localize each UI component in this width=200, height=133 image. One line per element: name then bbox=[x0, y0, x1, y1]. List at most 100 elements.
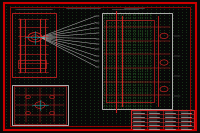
Point bbox=[48, 105, 52, 107]
Point bbox=[154, 125, 157, 127]
Point bbox=[79, 43, 82, 45]
Point bbox=[172, 8, 175, 10]
Point bbox=[48, 8, 52, 10]
Point bbox=[122, 13, 125, 15]
Point bbox=[110, 17, 113, 19]
Point bbox=[146, 25, 149, 27]
Point bbox=[92, 40, 96, 42]
Point bbox=[106, 43, 109, 45]
Point bbox=[146, 95, 149, 98]
Point bbox=[154, 49, 157, 51]
Point bbox=[66, 102, 69, 104]
Point bbox=[148, 28, 151, 31]
Point bbox=[136, 68, 139, 70]
Point bbox=[141, 107, 144, 110]
Point bbox=[35, 96, 38, 98]
Point bbox=[9, 58, 12, 60]
Point bbox=[123, 37, 126, 39]
Point bbox=[132, 17, 135, 19]
Point bbox=[132, 66, 135, 69]
Point bbox=[119, 54, 122, 56]
Point bbox=[194, 14, 197, 16]
Point bbox=[176, 113, 179, 115]
Point bbox=[107, 14, 110, 16]
Point bbox=[122, 24, 125, 26]
Point bbox=[22, 28, 25, 31]
Point bbox=[117, 94, 120, 96]
Point bbox=[138, 56, 142, 58]
Point bbox=[57, 2, 60, 4]
Point bbox=[70, 116, 74, 118]
Point bbox=[88, 125, 91, 127]
Point bbox=[141, 95, 144, 98]
Point bbox=[154, 75, 157, 77]
Point bbox=[97, 37, 100, 39]
Point bbox=[141, 102, 144, 104]
Point bbox=[114, 128, 118, 130]
Point bbox=[114, 100, 118, 102]
Point bbox=[128, 125, 131, 127]
Point bbox=[143, 60, 146, 63]
Point bbox=[119, 34, 122, 36]
Point bbox=[126, 28, 130, 31]
Point bbox=[110, 25, 113, 27]
Point bbox=[13, 113, 16, 115]
Point bbox=[119, 58, 122, 60]
Point bbox=[131, 52, 134, 55]
Point bbox=[150, 66, 153, 69]
Point bbox=[167, 122, 170, 124]
Point bbox=[150, 37, 153, 39]
Point bbox=[112, 72, 115, 74]
Point bbox=[163, 102, 166, 104]
Point bbox=[163, 75, 166, 77]
Point bbox=[141, 64, 144, 66]
Point bbox=[92, 102, 96, 104]
Point bbox=[107, 97, 110, 99]
Point bbox=[4, 81, 8, 83]
Point bbox=[44, 34, 47, 36]
Point bbox=[4, 96, 8, 98]
Point bbox=[105, 14, 108, 16]
Point bbox=[180, 34, 184, 36]
Point bbox=[129, 97, 132, 99]
Point bbox=[119, 84, 122, 86]
Point bbox=[126, 83, 130, 85]
Point bbox=[114, 44, 118, 47]
Point bbox=[35, 93, 38, 95]
Point bbox=[57, 81, 60, 83]
Point bbox=[194, 72, 197, 74]
Point bbox=[107, 62, 110, 64]
Point bbox=[119, 86, 122, 88]
Point bbox=[18, 105, 21, 107]
Point bbox=[141, 13, 144, 15]
Point bbox=[114, 41, 118, 43]
Point bbox=[176, 90, 179, 92]
Point bbox=[154, 17, 157, 19]
Point bbox=[70, 75, 74, 77]
Point bbox=[53, 11, 56, 13]
Point bbox=[117, 32, 120, 34]
Point bbox=[112, 95, 115, 98]
Point bbox=[66, 75, 69, 77]
Point bbox=[112, 105, 115, 107]
Point bbox=[126, 30, 130, 32]
Point bbox=[112, 94, 115, 96]
Point bbox=[119, 46, 122, 48]
Point bbox=[112, 91, 115, 93]
Point bbox=[35, 31, 38, 34]
Point bbox=[114, 54, 118, 56]
Point bbox=[124, 43, 127, 45]
Point bbox=[114, 78, 118, 80]
Point bbox=[35, 87, 38, 89]
Point bbox=[119, 94, 122, 96]
Point bbox=[66, 20, 69, 22]
Point bbox=[31, 93, 34, 95]
Point bbox=[75, 122, 78, 124]
Point bbox=[44, 31, 47, 34]
Point bbox=[146, 56, 149, 58]
Point bbox=[143, 70, 146, 72]
Point bbox=[107, 94, 110, 96]
Point bbox=[70, 110, 74, 113]
Point bbox=[141, 80, 144, 82]
Point bbox=[105, 38, 108, 40]
